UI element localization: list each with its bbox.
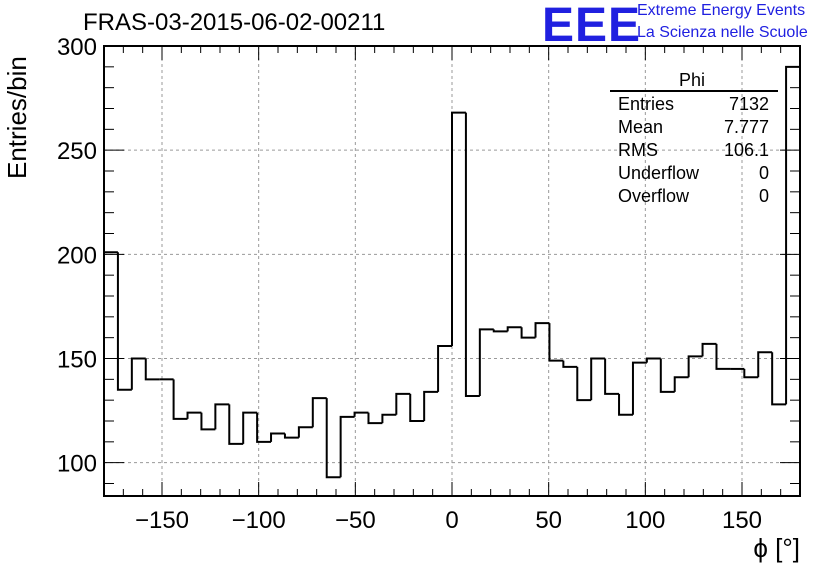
histogram-bin (451, 111, 466, 346)
y-tick-label: 100 (57, 451, 97, 478)
histogram-bin (116, 252, 132, 391)
chart-title: FRAS-03-2015-06-02-00211 (83, 9, 386, 36)
histogram-bin (576, 366, 592, 402)
histogram-bin (534, 322, 550, 338)
histogram-bin (757, 351, 773, 378)
histogram-bin (200, 412, 216, 431)
histogram-bin (590, 357, 606, 401)
histogram-bin (325, 398, 341, 479)
histogram-bin (228, 404, 244, 445)
histogram-bin (562, 360, 578, 368)
x-tick-label: 100 (625, 507, 665, 534)
histogram-bin (311, 397, 327, 428)
histogram-bin (492, 329, 508, 333)
stats-label: Entries (618, 94, 674, 114)
logo-line-2: La Scienza nelle Scuole (637, 24, 808, 41)
histogram-bin (297, 426, 313, 438)
histogram-bin (645, 357, 661, 363)
histogram-bin (687, 355, 703, 378)
histogram-bin (423, 390, 439, 421)
stats-value: 0 (759, 163, 769, 183)
histogram-bin (506, 326, 522, 332)
histogram-bin (283, 433, 299, 439)
eee-logo: EEE (542, 0, 642, 52)
stats-value: 106.1 (724, 140, 769, 160)
histogram-bin (270, 432, 285, 442)
x-tick-label: 50 (535, 507, 562, 534)
histogram-bin (381, 413, 397, 424)
stats-label: Underflow (618, 163, 700, 183)
histogram-bin (520, 327, 536, 339)
histogram-bin (631, 361, 647, 415)
stats-label: RMS (618, 140, 658, 160)
y-tick-label: 250 (57, 138, 97, 165)
histogram-bin (395, 392, 411, 415)
x-tick-label: 0 (445, 507, 458, 534)
x-tick-label: −100 (232, 507, 286, 534)
histogram-bin (701, 342, 717, 357)
histogram-bin (548, 323, 564, 362)
histogram-bin (242, 411, 258, 444)
histogram-bin (214, 403, 230, 430)
stats-value: 7132 (729, 94, 769, 114)
histogram-bin (144, 358, 160, 381)
histogram-bin (478, 328, 494, 396)
y-tick-label: 150 (57, 347, 97, 374)
x-tick-label: −150 (135, 507, 189, 534)
y-tick-label: 200 (57, 242, 97, 269)
histogram-bin (785, 65, 800, 405)
x-tick-label: −50 (335, 507, 376, 534)
histogram-bin (409, 393, 425, 422)
histogram-bin (743, 368, 759, 379)
stats-box-title: Phi (679, 70, 705, 90)
histogram-bin (186, 411, 202, 419)
logo-line-1: Extreme Energy Events (637, 2, 806, 19)
x-tick-label: 150 (722, 507, 762, 534)
histogram-bin (353, 411, 369, 417)
stats-label: Overflow (618, 186, 690, 206)
histogram-bin (256, 412, 272, 443)
histogram-bin (130, 357, 146, 390)
histogram-bin (437, 345, 452, 392)
histogram-bin (103, 251, 118, 496)
histogram-bin (618, 393, 633, 416)
x-axis-label: ϕ [°] (753, 533, 800, 563)
histogram-bin (172, 379, 188, 420)
stats-value: 0 (759, 186, 769, 206)
y-tick-label: 300 (57, 34, 97, 61)
histogram-bin (659, 358, 675, 393)
histogram-bin (464, 112, 480, 397)
plot-frame (103, 45, 801, 497)
histogram-bin (604, 358, 620, 395)
stats-label: Mean (618, 117, 663, 137)
stats-value: 7.777 (724, 117, 769, 137)
histogram-bin (673, 376, 689, 392)
histogram-bin (339, 415, 355, 478)
histogram-bin (771, 352, 787, 406)
histogram-bin (715, 343, 731, 370)
histogram-bin (367, 412, 383, 425)
